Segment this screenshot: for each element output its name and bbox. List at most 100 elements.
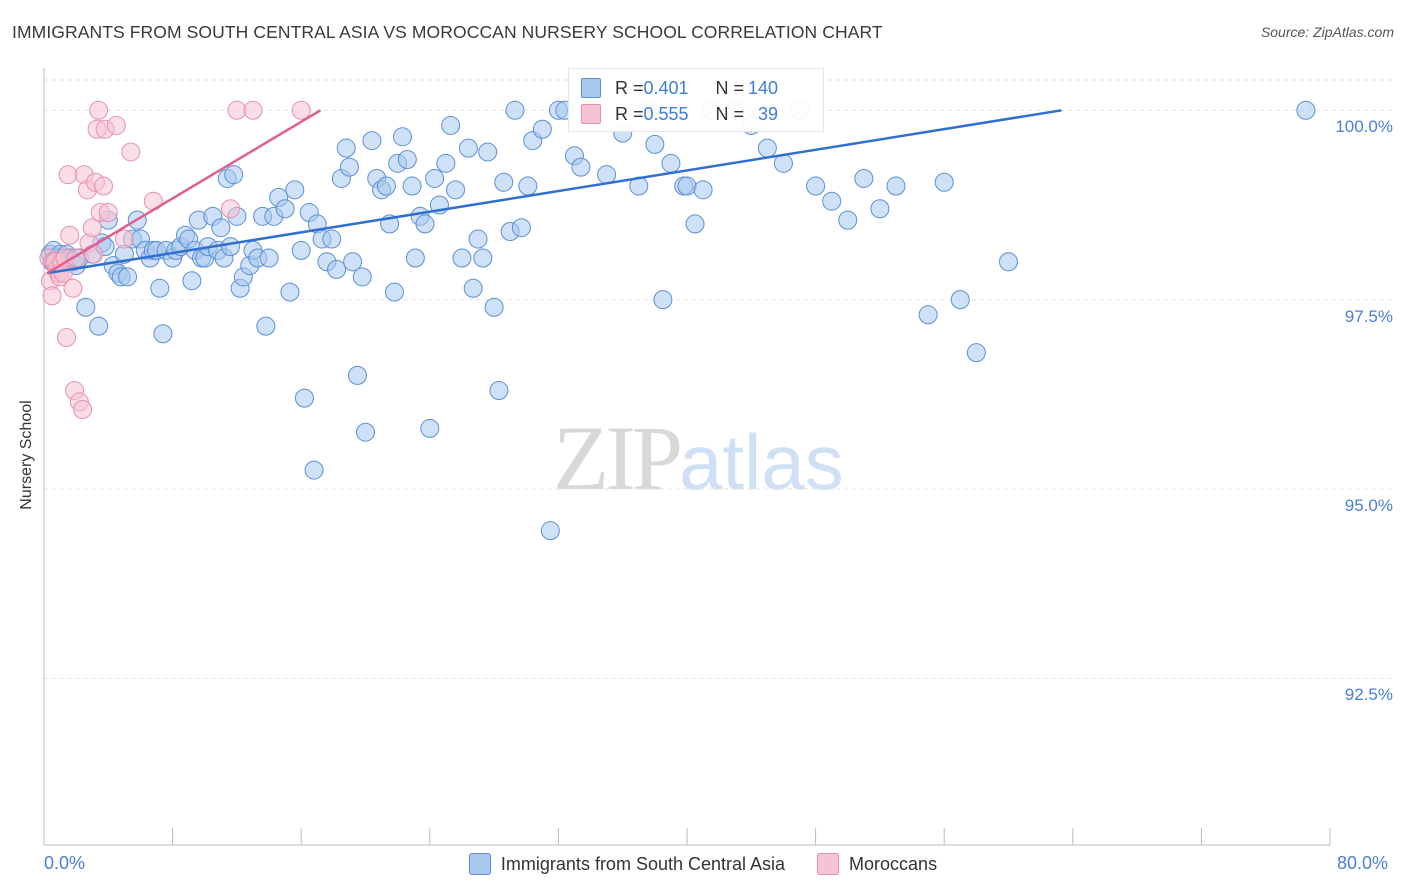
- point-south-central-asia: [693, 180, 713, 200]
- stats-box: R = 0.401 N = 140 R = 0.555 N = 39: [568, 68, 824, 132]
- point-moroccans: [57, 328, 77, 348]
- point-south-central-asia: [224, 165, 244, 185]
- point-south-central-asia: [405, 248, 425, 268]
- point-south-central-asia: [397, 150, 417, 170]
- stats-row-series1: R = 0.401 N = 140: [581, 76, 778, 100]
- source-label: Source: ZipAtlas.com: [1260, 24, 1394, 40]
- point-south-central-asia: [473, 248, 493, 268]
- x-axis-min-label: 0.0%: [44, 853, 86, 873]
- stats-n-value: 140: [748, 77, 779, 98]
- point-south-central-asia: [870, 199, 890, 219]
- point-south-central-asia: [757, 138, 777, 158]
- trend-line-south-central-asia: [47, 109, 1062, 275]
- watermark-zip: ZIP: [553, 407, 683, 509]
- point-south-central-asia: [376, 176, 396, 196]
- point-south-central-asia: [402, 176, 422, 196]
- legend-swatch-blue: [468, 853, 491, 875]
- point-south-central-asia: [425, 168, 445, 188]
- point-moroccans: [73, 399, 93, 419]
- stats-r-value: 0.555: [643, 103, 689, 124]
- legend: Immigrants from South Central Asia Moroc…: [0, 853, 1406, 875]
- stats-n-value: 39: [758, 103, 779, 124]
- point-south-central-asia: [518, 176, 538, 196]
- point-south-central-asia: [653, 290, 673, 310]
- watermark-atlas: atlas: [679, 418, 844, 506]
- point-south-central-asia: [441, 115, 461, 135]
- point-south-central-asia: [645, 134, 665, 154]
- point-south-central-asia: [494, 172, 514, 192]
- point-south-central-asia: [392, 127, 412, 147]
- point-south-central-asia: [918, 305, 938, 325]
- legend-item-series2[interactable]: Moroccans: [817, 853, 937, 875]
- point-moroccans: [58, 165, 78, 185]
- point-south-central-asia: [966, 343, 986, 363]
- point-moroccans: [42, 286, 62, 306]
- point-south-central-asia: [463, 278, 483, 298]
- point-south-central-asia: [677, 176, 697, 196]
- point-south-central-asia: [489, 381, 509, 401]
- point-south-central-asia: [597, 165, 617, 185]
- point-south-central-asia: [532, 119, 552, 139]
- point-south-central-asia: [347, 365, 367, 385]
- point-moroccans: [291, 100, 311, 120]
- point-south-central-asia: [304, 460, 324, 480]
- point-south-central-asia: [362, 131, 382, 151]
- point-south-central-asia: [468, 229, 488, 249]
- point-south-central-asia: [294, 388, 314, 408]
- point-south-central-asia: [685, 214, 705, 234]
- point-south-central-asia: [1296, 100, 1316, 120]
- point-south-central-asia: [220, 237, 240, 257]
- point-south-central-asia: [446, 180, 466, 200]
- legend-label-series1: Immigrants from South Central Asia: [500, 853, 786, 874]
- y-tick-label: 95.0%: [1344, 496, 1393, 515]
- point-south-central-asia: [540, 521, 560, 541]
- point-south-central-asia: [838, 210, 858, 230]
- point-south-central-asia: [89, 316, 109, 336]
- point-south-central-asia: [934, 172, 954, 192]
- point-south-central-asia: [343, 252, 363, 272]
- point-moroccans: [106, 115, 126, 135]
- y-tick-label: 97.5%: [1344, 306, 1393, 326]
- point-south-central-asia: [458, 138, 478, 158]
- point-south-central-asia: [280, 282, 300, 302]
- stats-r-value: 0.401: [643, 77, 689, 98]
- point-south-central-asia: [339, 157, 359, 177]
- legend-item-series1[interactable]: Immigrants from South Central Asia: [468, 853, 786, 875]
- point-moroccans: [93, 176, 113, 196]
- trend-line-moroccans: [46, 109, 322, 275]
- point-moroccans: [89, 100, 109, 120]
- point-south-central-asia: [854, 168, 874, 188]
- stats-n-label: N =: [715, 77, 745, 98]
- point-south-central-asia: [886, 176, 906, 196]
- x-axis-max-label: 80.0%: [1337, 853, 1389, 873]
- point-south-central-asia: [806, 176, 826, 196]
- point-moroccans: [60, 225, 80, 245]
- point-south-central-asia: [291, 240, 311, 260]
- point-south-central-asia: [322, 229, 342, 249]
- point-south-central-asia: [275, 199, 295, 219]
- point-south-central-asia: [822, 191, 842, 211]
- point-south-central-asia: [661, 153, 681, 173]
- point-south-central-asia: [285, 180, 305, 200]
- point-south-central-asia: [484, 297, 504, 317]
- point-south-central-asia: [150, 278, 170, 298]
- point-moroccans: [63, 278, 83, 298]
- stats-swatch-pink: [581, 104, 601, 124]
- point-south-central-asia: [478, 142, 498, 162]
- stats-swatch-blue: [581, 78, 601, 98]
- point-south-central-asia: [511, 218, 531, 238]
- point-south-central-asia: [505, 100, 525, 120]
- stats-r-label: R =: [615, 103, 644, 124]
- point-moroccans: [243, 100, 263, 120]
- point-south-central-asia: [118, 267, 138, 287]
- point-south-central-asia: [327, 259, 347, 279]
- y-tick-label: 100.0%: [1335, 117, 1393, 137]
- point-south-central-asia: [76, 297, 96, 317]
- point-south-central-asia: [182, 271, 202, 291]
- legend-label-series2: Moroccans: [849, 853, 938, 874]
- point-moroccans: [121, 142, 141, 162]
- point-moroccans: [114, 229, 134, 249]
- stats-row-series2: R = 0.555 N = 39: [581, 102, 778, 126]
- point-south-central-asia: [436, 153, 456, 173]
- point-south-central-asia: [420, 418, 440, 438]
